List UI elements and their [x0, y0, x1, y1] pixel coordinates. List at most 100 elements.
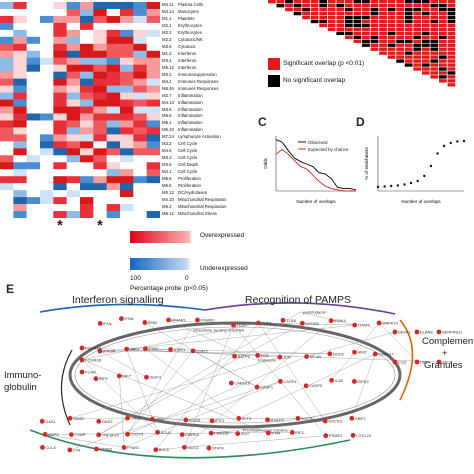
gene-node — [352, 322, 358, 328]
overlap-cell — [447, 75, 456, 79]
overlap-cell — [327, 3, 336, 8]
overlap-cell — [362, 27, 370, 32]
overlap-cell — [310, 11, 319, 16]
overlap-cell — [362, 43, 370, 47]
module-id-label: M6.2 — [162, 204, 172, 210]
heatmap-cell — [93, 141, 107, 149]
heatmap-cell — [13, 162, 27, 170]
heatmap-cell — [106, 8, 121, 17]
overlap-cell — [362, 3, 370, 8]
heatmap-cell — [0, 204, 14, 212]
overlap-cell — [370, 3, 379, 8]
heatmap-cell — [13, 8, 27, 17]
network-edge — [69, 356, 280, 419]
heatmap-cell — [0, 8, 14, 17]
gene-label: IFNAR1 — [172, 317, 187, 322]
heatmap-cell — [0, 106, 14, 114]
gene-node — [67, 447, 73, 453]
overlap-cell — [447, 59, 456, 63]
heatmap-cell — [133, 127, 147, 135]
heatmap-cell — [133, 176, 147, 184]
overlap-cell — [404, 59, 413, 63]
overlap-cell — [396, 7, 404, 12]
heatmap-cell — [13, 106, 27, 114]
cell-membrane — [68, 321, 402, 429]
module-id-label: M3.7 — [162, 92, 172, 98]
heatmap-cell — [66, 183, 81, 191]
heatmap-cell — [13, 78, 27, 86]
overlap-cell — [387, 31, 396, 36]
gene-label: Endosome — [258, 359, 276, 363]
heatmap-cell — [146, 36, 160, 45]
gene-node — [392, 329, 398, 335]
gene-label: peptidoglycan — [303, 311, 326, 315]
heatmap-cell — [80, 211, 94, 218]
scatter-point — [436, 152, 439, 155]
heatmap-cell — [40, 57, 54, 66]
heatmap-cell — [26, 57, 41, 66]
overlap-cell — [447, 19, 456, 24]
gene-node — [351, 379, 357, 384]
module-id-label: M3.5 — [162, 162, 172, 168]
module-id-label: M4.13 — [162, 99, 174, 105]
overlap-cell — [447, 83, 456, 87]
heatmap-cell — [66, 8, 81, 17]
heatmap-cell — [146, 176, 160, 184]
heatmap-cell — [66, 113, 81, 121]
heatmap-cell — [146, 64, 160, 72]
overlap-cell — [439, 67, 447, 71]
overlap-cell — [319, 3, 328, 8]
heatmap-cell — [66, 50, 81, 59]
gene-label: TNFSF10 — [102, 432, 120, 437]
panel-c-letter: C — [258, 115, 267, 129]
module-id-label: M3.3 — [162, 155, 172, 161]
overlap-cell — [421, 39, 430, 43]
gene-label: DEFA1 — [398, 330, 411, 335]
heatmap-cell — [133, 50, 147, 59]
gene-label: FCAR — [85, 370, 96, 375]
gene-label: CMPK2 — [185, 432, 200, 437]
y-axis-label: Odds — [263, 157, 268, 169]
overlap-cell — [362, 35, 370, 39]
gene-node — [235, 431, 241, 436]
overlap-cell — [430, 31, 439, 36]
overlap-cell — [413, 39, 422, 43]
overlap-cell — [413, 47, 422, 51]
module-id-label: M5.12 — [162, 64, 174, 70]
heatmap-cell — [146, 211, 160, 218]
heatmap-cell — [0, 71, 14, 79]
heatmap-cell — [13, 134, 27, 142]
heatmap-cell — [26, 99, 41, 107]
overlap-cell — [447, 23, 456, 28]
overlap-cell — [327, 11, 336, 16]
gene-label: PTPN2 — [99, 447, 113, 452]
overlap-cell — [327, 19, 336, 24]
heatmap-cell — [80, 176, 94, 184]
overlap-cell — [370, 23, 379, 28]
overlap-cell — [362, 31, 370, 36]
heatmap-cell — [53, 113, 67, 121]
overlap-cell — [404, 27, 413, 32]
overlap-cell — [447, 15, 456, 20]
heatmap-cell — [0, 85, 14, 93]
heatmap-cell — [53, 8, 67, 17]
heatmap-cell — [40, 78, 54, 86]
gene-label: RSAD2 — [271, 417, 285, 422]
overlap-cell — [336, 27, 345, 32]
module-id-label: M3.2 — [162, 141, 172, 147]
overlap-cell — [370, 35, 379, 39]
overlap-cell — [439, 15, 447, 20]
overlap-cell — [387, 19, 396, 24]
gene-label: OASL — [130, 416, 141, 421]
scale-tick-left: 100 — [130, 275, 141, 282]
heatmap-cell — [66, 197, 81, 205]
gene-node — [232, 353, 237, 359]
heatmap-cell — [80, 190, 94, 198]
heatmap-cell — [106, 43, 121, 52]
overlap-cell — [421, 43, 430, 47]
gene-node — [97, 321, 103, 326]
heatmap-cell — [106, 22, 121, 31]
gene-node — [299, 320, 305, 326]
gene-node — [304, 354, 310, 359]
asterisk-2: * — [97, 217, 103, 234]
